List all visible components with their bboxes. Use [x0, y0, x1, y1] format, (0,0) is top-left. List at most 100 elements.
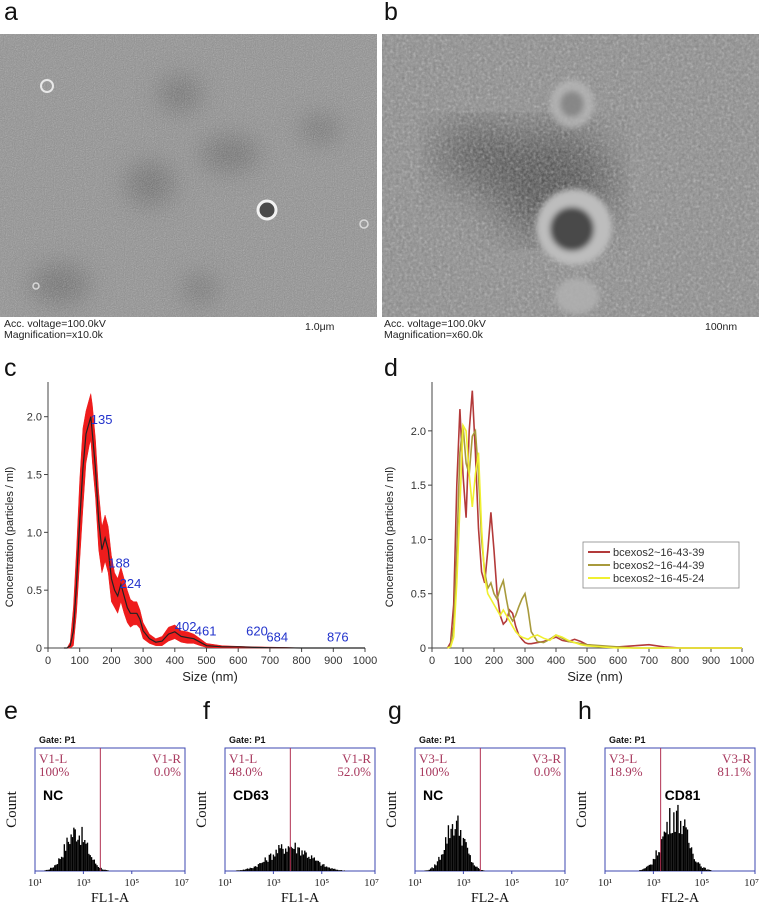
histogram-bar: [257, 864, 260, 871]
histogram-bar: [78, 835, 80, 871]
y-axis-label: Count: [194, 790, 210, 828]
histogram-bar: [466, 847, 469, 871]
histogram-bar: [274, 856, 276, 871]
histogram-bar: [440, 854, 443, 871]
histogram-bar: [645, 866, 648, 871]
histogram-bar: [703, 867, 705, 871]
em-scale-label-a: 1.0μm: [305, 321, 335, 333]
histogram-bar: [667, 834, 670, 871]
histogram-bar: [460, 830, 462, 871]
y-axis-label: Count: [4, 790, 20, 828]
x-tick-label: 1000: [730, 655, 754, 667]
x-tick-label: 10⁷·²: [364, 877, 380, 889]
y-tick-label: 1.5: [27, 470, 42, 482]
em-caption-voltage-a: Acc. voltage=100.0kV: [4, 318, 106, 330]
histogram-bar: [241, 870, 243, 871]
histogram-bar: [294, 842, 296, 871]
histogram-bar: [259, 863, 261, 871]
nta-chart-c: Concentration (particles / ml) Size (nm)…: [0, 370, 380, 695]
x-tick-label: 400: [166, 655, 184, 667]
histogram-bar: [81, 826, 83, 871]
x-tick-label: 10³: [646, 877, 661, 889]
histogram-bar: [639, 870, 641, 871]
x-tick-label: 10¹: [28, 877, 42, 889]
histogram-bar: [290, 846, 292, 871]
histogram-bar: [651, 864, 653, 871]
histogram-bar: [300, 855, 302, 871]
nta-chart-c-svg: Concentration (particles / ml) Size (nm)…: [4, 382, 377, 684]
histogram-bar: [324, 866, 326, 871]
y-tick-label: 0: [36, 643, 42, 655]
histogram-bar: [45, 869, 48, 871]
histogram-bar: [97, 866, 100, 871]
histogram-bar: [63, 844, 65, 871]
sample-label: NC: [423, 787, 443, 803]
histogram-bar: [449, 838, 451, 871]
histogram-bar: [313, 857, 315, 871]
histogram-bar: [298, 847, 300, 871]
histogram-bar: [282, 848, 284, 871]
histogram-bar: [682, 825, 685, 871]
histogram-bar: [701, 867, 704, 871]
histogram-bar: [77, 839, 79, 871]
histogram-bar: [652, 858, 655, 871]
histogram-bar: [331, 868, 333, 871]
vesicle-markers-a: [32, 79, 369, 290]
left-region-percent: 100%: [419, 764, 450, 779]
histogram-bar: [328, 867, 330, 871]
histogram-bar: [240, 870, 242, 871]
nta-chart-d: Concentration (particles / ml) Size (nm)…: [380, 370, 760, 695]
left-region-percent: 100%: [39, 764, 70, 779]
x-axis-label: FL1-A: [281, 891, 320, 902]
x-tick-label: 500: [197, 655, 215, 667]
histogram-bar: [475, 866, 477, 871]
histogram-bar: [336, 869, 339, 871]
histogram-bar: [245, 868, 247, 871]
x-tick-label: 0: [45, 655, 51, 667]
panel-label-c: c: [4, 354, 17, 382]
histogram-bar: [59, 859, 61, 871]
histogram-bar: [62, 857, 64, 871]
histogram-bar: [71, 837, 74, 871]
histogram-bar: [335, 869, 337, 871]
flow-histogram-g: Gate: P1 V3-L 100% V3-R 0.0% NC Count 10¹ 10³ 10⁵…: [380, 722, 570, 902]
gate-label: Gate: P1: [609, 735, 646, 745]
x-tick-label: 0: [429, 655, 435, 667]
histogram-bar: [643, 868, 645, 871]
histogram-bar: [50, 867, 52, 871]
histogram-bar: [89, 855, 91, 871]
right-region-label: V1-R: [152, 751, 181, 766]
x-tick-label: 10¹: [598, 877, 612, 889]
panel-label-g: g: [388, 697, 402, 725]
right-region-label: V1-R: [342, 751, 371, 766]
histogram-bar: [316, 860, 318, 871]
left-region-label: V1-L: [39, 751, 67, 766]
histogram-bar: [697, 862, 700, 871]
histogram-bar: [279, 848, 281, 871]
histogram-bar: [686, 829, 689, 871]
histogram-bar: [688, 842, 690, 871]
histogram-bar: [666, 821, 668, 871]
histogram-bar: [248, 868, 250, 871]
peak-label: 402: [175, 619, 197, 634]
histogram-bar: [323, 864, 325, 871]
x-tick-label: 10⁷·²: [554, 877, 570, 889]
histogram-bar: [291, 848, 294, 871]
histogram-bar: [105, 870, 108, 871]
x-tick-label: 10⁵: [694, 877, 709, 889]
histogram-bar: [295, 853, 298, 871]
histogram-bar: [86, 842, 89, 871]
x-tick-label: 10⁵: [124, 877, 139, 889]
y-tick-label: 0.5: [27, 585, 42, 597]
x-tick-label: 10¹: [218, 877, 232, 889]
y-axis-label: Count: [574, 790, 590, 828]
histogram-bar: [320, 865, 322, 871]
histogram-bar: [470, 862, 473, 871]
histogram-bar: [678, 833, 680, 871]
histogram-bar: [431, 867, 433, 871]
histogram-bar: [253, 866, 255, 871]
peak-label: 876: [327, 629, 349, 644]
histogram-bar: [334, 868, 336, 871]
histogram-bar: [267, 861, 269, 871]
em-image-a: [0, 34, 377, 317]
